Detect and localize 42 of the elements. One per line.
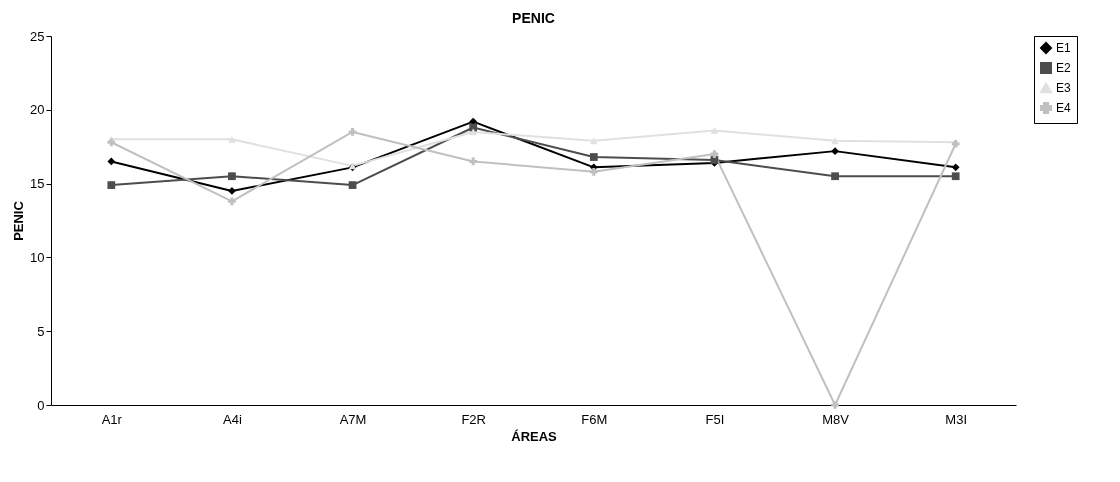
y-tick-label: 25 [30,28,45,44]
point [228,172,236,181]
point [107,138,116,147]
point [107,181,116,189]
point [228,135,236,143]
x-tick-label: A7M [339,411,367,427]
y-axis-title: PENIC [11,200,27,241]
point [589,137,598,145]
x-tick-label: M8V [822,411,850,427]
x-tick-label: F6M [581,411,608,427]
legend-label: E3 [1056,81,1071,95]
legend-label: E4 [1056,101,1071,115]
x-tick-label: A1r [101,411,123,427]
point [589,167,598,176]
y-tick-label: 20 [30,102,45,118]
x-tick-label: M3I [945,411,968,427]
point [469,157,478,166]
point [831,172,839,181]
point [710,150,719,158]
x-axis-title: ÁREAS [511,428,558,444]
point [710,127,719,134]
point [469,128,478,136]
point [348,181,357,189]
x-tick-label: F2R [461,411,486,427]
point [831,137,839,145]
x-tick-label: A4i [223,411,242,427]
point [228,197,236,206]
point [107,157,116,166]
y-tick-label: 5 [37,323,45,339]
x-tick-label: F5I [705,411,725,427]
y-tick-label: 10 [30,249,45,265]
legend-label: E2 [1056,61,1071,75]
y-tick-label: 15 [30,176,45,192]
point [348,128,357,136]
point [831,147,839,155]
y-tick-label: 0 [37,397,45,413]
point [831,401,839,409]
legend-label: E1 [1056,41,1071,55]
chart-title: PENIC [512,10,555,26]
point [589,153,598,161]
point [951,172,960,181]
point [951,163,960,172]
